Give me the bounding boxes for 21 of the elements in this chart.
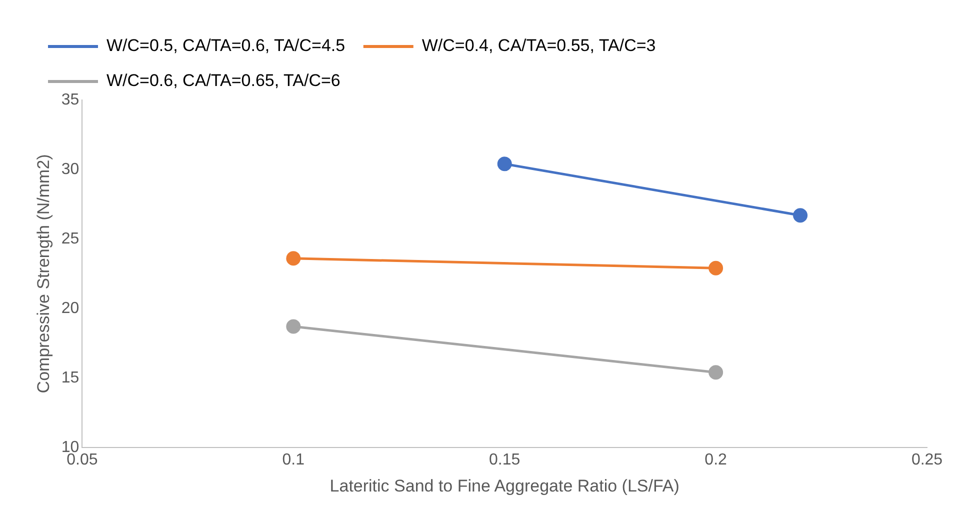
point	[286, 251, 301, 266]
x-tick-label: 0.2	[704, 451, 728, 468]
y-tick-label: 35	[61, 91, 80, 108]
y-tick-label: 25	[61, 230, 80, 248]
y-tick-label: 30	[61, 160, 80, 178]
x-tick-label: 0.15	[489, 451, 520, 468]
x-axis-title: Lateritic Sand to Fine Aggregate Ratio (LS/FA)	[330, 476, 680, 496]
point	[708, 260, 724, 276]
y-axis-title: Compressive Strength (N/mm2)	[34, 154, 53, 394]
point	[497, 156, 512, 172]
legend-label: W/C=0.4, CA/TA=0.55, TA/C=3	[422, 36, 656, 56]
legend-label: W/C=0.5, CA/TA=0.6, TA/C=4.5	[106, 36, 346, 56]
x-tick-label: 0.25	[911, 451, 943, 468]
y-tick-label: 15	[61, 369, 80, 386]
x-tick-label: 0.1	[282, 451, 305, 468]
point	[708, 365, 724, 380]
legend-label: W/C=0.6, CA/TA=0.65, TA/C=6	[106, 71, 340, 90]
point	[286, 319, 301, 334]
point	[793, 208, 808, 223]
y-tick-label: 20	[61, 300, 80, 317]
x-tick-label: 0.05	[66, 451, 98, 468]
